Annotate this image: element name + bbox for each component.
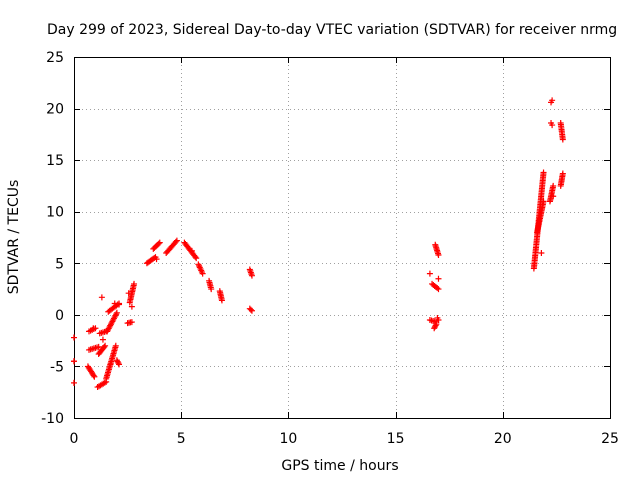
x-tick-label: 20 <box>494 431 512 447</box>
data-point <box>435 252 442 259</box>
data-point <box>538 249 545 256</box>
data-point <box>111 300 118 307</box>
data-point <box>192 253 199 260</box>
data-point <box>434 285 441 292</box>
data-point <box>71 334 77 341</box>
chart-title: Day 299 of 2023, Sidereal Day-to-day VTE… <box>47 22 617 38</box>
y-tick-label: -10 <box>41 411 64 427</box>
data-point <box>172 238 179 245</box>
data-point <box>155 240 162 247</box>
data-point <box>435 275 442 282</box>
data-point <box>95 343 102 350</box>
data-point <box>71 358 77 365</box>
data-point <box>116 301 123 308</box>
y-tick-label: 15 <box>46 153 64 169</box>
x-tick-label: 15 <box>387 431 405 447</box>
y-tick-label: 0 <box>55 308 64 324</box>
data-point <box>98 294 105 301</box>
data-point <box>101 343 108 350</box>
x-tick-label: 25 <box>601 431 619 447</box>
data-point <box>559 170 566 177</box>
data-points <box>71 97 566 391</box>
data-point <box>248 307 255 314</box>
data-point <box>540 169 547 176</box>
data-point <box>107 361 114 368</box>
data-point <box>433 321 440 328</box>
data-point <box>90 325 97 332</box>
data-point <box>131 280 138 287</box>
data-point <box>128 319 135 326</box>
data-point <box>125 290 132 297</box>
grid-layer <box>74 57 610 418</box>
data-point <box>114 358 121 365</box>
data-point <box>115 359 122 366</box>
y-tick-label: 5 <box>55 256 64 272</box>
data-point <box>218 297 225 304</box>
data-point <box>435 317 442 324</box>
data-point <box>550 193 557 200</box>
x-tick-label: 0 <box>70 431 79 447</box>
data-point <box>199 270 206 277</box>
data-point <box>247 306 254 313</box>
data-point <box>90 372 97 379</box>
plot-frame <box>74 57 611 419</box>
data-point <box>113 309 120 316</box>
data-point <box>128 303 135 310</box>
data-point <box>99 336 106 343</box>
data-point <box>550 182 557 189</box>
y-tick-label: -5 <box>50 359 64 375</box>
data-point <box>91 373 98 380</box>
y-tick-label: 20 <box>46 102 64 118</box>
data-point <box>432 322 439 329</box>
data-point <box>156 239 163 246</box>
data-point <box>435 286 442 293</box>
data-point <box>153 256 160 263</box>
y-tick-label: 25 <box>46 50 64 66</box>
data-point <box>173 237 180 244</box>
y-tick-label: 10 <box>46 205 64 221</box>
x-axis-label: GPS time / hours <box>281 458 398 474</box>
data-point <box>188 247 195 254</box>
data-point <box>102 342 109 349</box>
data-point <box>116 361 123 368</box>
data-point <box>193 255 200 262</box>
data-point <box>248 272 255 279</box>
x-tick-label: 5 <box>177 431 186 447</box>
data-point <box>549 122 556 129</box>
data-point <box>431 323 438 330</box>
data-point <box>426 270 433 277</box>
y-axis-label: SDTVAR / TECUs <box>6 180 22 295</box>
data-point <box>208 286 215 293</box>
x-tick-label: 10 <box>279 431 297 447</box>
tick-layer: 0 5 10 15 20 25 -10 -5 0 5 10 15 20 25 <box>41 50 619 447</box>
data-point <box>559 136 566 143</box>
data-point <box>540 198 547 205</box>
data-point <box>71 379 77 386</box>
data-point <box>549 97 556 104</box>
data-point <box>112 342 119 349</box>
